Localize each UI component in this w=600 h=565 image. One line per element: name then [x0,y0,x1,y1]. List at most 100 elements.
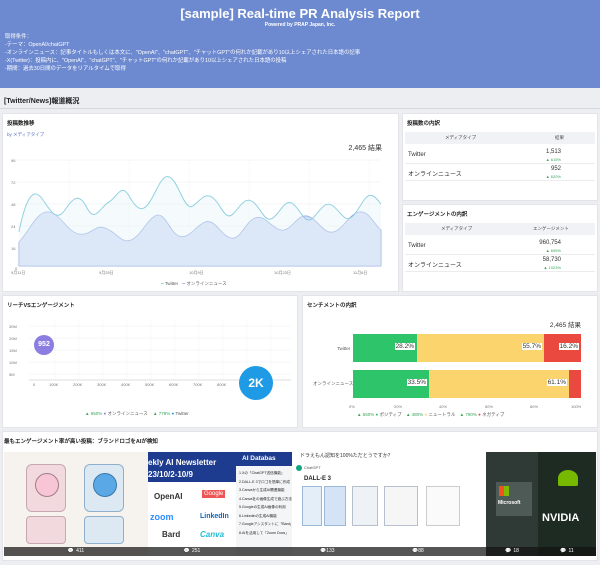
legend-negative-dot: ● [478,412,483,417]
neutral-pct: 61.1% [546,379,567,386]
legend-news: オンラインニュース [186,281,227,286]
condition-line: -テーマ：OpenAI/chatGPT [5,42,70,49]
legend-twitter-pct: ▲ 779% [153,411,171,416]
svg-text:80%: 80% [530,404,538,409]
doraemon-image-bottom-right [84,516,124,544]
doraemon-face [93,473,117,497]
legend-twitter-dot: ● [171,411,176,416]
newsletter-heading: ekly AI Newsletter [148,458,217,467]
row-label: Twitter [408,152,426,158]
comment-icon: 💬 [505,548,512,554]
legend-negative: ネガティブ [482,412,505,417]
svg-text:60%: 60% [485,404,493,409]
engagement-row-twitter: Twitter 960,754 ▲ 695% [405,238,595,255]
post-thumbnail-6[interactable]: NVIDIA 💬 11 [538,452,596,556]
logo-google: Google [202,490,226,498]
legend-negative-pct: ▲ 790% [459,412,477,417]
svg-text:96: 96 [11,158,16,163]
legend-news: オンラインニュース [107,411,148,416]
doraemon-gen-image-2 [324,486,346,526]
comment-icon: 💬 [183,548,190,554]
post-thumbnail-4[interactable]: ドラえもん認知を100%ただとうですか？ ChatGPT DALL-E 3 💬1… [292,452,486,556]
legend-positive-pct: ▲ 550% [357,412,375,417]
svg-text:500K: 500K [145,382,155,387]
engagement-count-bar: 💬 11 [538,547,596,556]
svg-text:9月25日: 9月25日 [99,270,114,275]
svg-text:800K: 800K [217,382,227,387]
condition-line: -オンラインニュース：記事タイトルもしくは本文に、"OpenAI"、"chatG… [5,50,361,57]
svg-text:72: 72 [11,180,16,185]
database-item: 1.Xの「ChatGPT送信機能」 [239,471,285,475]
legend-positive-dot: ● [375,412,380,417]
sentiment-legend: ▲ 550% ● ポジティブ ▲ 480% ● ニュートラル ▲ 790% ● … [357,412,504,418]
svg-text:16: 16 [11,246,16,251]
neutral-segment: 55.7% [417,334,544,362]
database-list: 1.Xの「ChatGPT送信機能」 2.DALL-E 3でロゴを簡単に作成 3.… [239,469,292,537]
reach-engagement-title: リーチVSエンゲージメント [7,303,75,309]
microsoft-logo-icon [499,486,509,496]
svg-text:200K: 200K [73,382,83,387]
top-posts-title: 最もエンゲージメント率が高い投稿：ブランドロゴをAIが検知 [4,439,158,445]
col-media-type: メディアタイプ [445,135,477,140]
sentiment-bar-twitter: 28.2% 55.7% 16.2% [353,334,581,362]
comment-icon: 💬 [560,548,567,554]
svg-text:5M: 5M [9,372,15,377]
report-header: [sample] Real-time PR Analysis Report Po… [0,0,600,88]
svg-text:0%: 0% [349,404,355,409]
condition-line: -期間：過去30日間のデータをリアルタイムで取得 [5,66,126,73]
database-item: 3.Canvaから生成AI関連機能 [239,488,285,492]
media-type-filter[interactable]: by メディアタイプ [7,132,45,137]
post-count-legend: ━ Twitter ━ オンラインニュース [161,281,227,287]
nvidia-sign-text: NVIDIA [542,512,580,524]
row-label: Twitter [408,243,426,249]
engagement-count: 11 [568,548,574,554]
posts-row-news: オンラインニュース 952 ▲ 620% [405,164,595,181]
logo-bard: Bard [162,530,181,539]
database-item: 5.Googleの生成AI画像の利用 [239,505,286,509]
sentiment-card: センチメントの内訳 2,465 結果 Twitter オンラインニュース 28.… [302,295,598,428]
engagement-count: 411 [76,548,85,554]
sentiment-bar-news: 33.5% 61.1% [353,370,581,398]
newsletter-banner: ekly AI Newsletter 23/10/2-10/9 [148,452,236,482]
twitter-line [18,176,382,233]
database-header: AI Databas [236,452,292,466]
row-change: ▲ 1023% [543,265,561,270]
engagement-count-3: 133 [326,548,335,554]
post-count-title: 投稿数推移 [7,121,35,127]
database-item: 6.Linkedinの生成AI機能 [239,513,277,518]
row-label-twitter: Twitter [337,346,351,351]
post-question: ドラえもん認知を100%ただとうですか？ [300,453,393,459]
comment-icon-4: 💬 [411,548,419,554]
row-value: 1,513 [545,149,561,155]
svg-text:700K: 700K [193,382,203,387]
svg-text:10月23日: 10月23日 [274,270,291,275]
engagement-count: 251 [191,548,201,554]
row-change: ▲ 615% [545,157,561,162]
svg-text:48: 48 [11,202,16,207]
neutral-pct: 55.7% [521,343,542,350]
post-caption: DALL-E 3 [304,476,331,482]
legend-news-marker: ━ [182,281,187,286]
post-thumbnail-3[interactable]: AI Databas 1.Xの「ChatGPT送信機能」 2.DALL-E 3で… [236,452,292,556]
positive-segment: 33.5% [353,370,429,398]
engagement-count-bar [236,547,292,556]
row-label-news: オンラインニュース [313,381,354,386]
database-heading: AI Databas [242,455,276,462]
legend-neutral-pct: ▲ 480% [405,412,424,417]
logo-zoom: zoom [150,512,174,522]
database-item: 7.Googleアシスタントに「Bard」 [239,522,292,526]
row-value: 960,754 [539,240,561,246]
positive-pct: 33.5% [406,379,427,386]
sentiment-total: 2,465 結果 [549,322,581,329]
post-thumbnail-2[interactable]: ekly AI Newsletter 23/10/2-10/9 OpenAI G… [148,452,236,556]
legend-neutral: ニュートラル [428,412,456,417]
post-thumbnail-5[interactable]: Microsoft 💬 18 [486,452,538,556]
engagement-breakdown-title: エンゲージメントの内訳 [407,212,468,218]
posts-row-twitter: Twitter 1,513 ▲ 615% [405,147,595,164]
news-area [18,211,382,267]
sentiment-title: センチメントの内訳 [307,303,357,309]
microsoft-sign-text: Microsoft [498,500,521,506]
engagement-count-bar: 💬133 💬88 [292,547,486,556]
post-thumbnail-1[interactable]: 💬 411 [4,452,148,556]
legend-twitter: Twitter [175,411,189,416]
